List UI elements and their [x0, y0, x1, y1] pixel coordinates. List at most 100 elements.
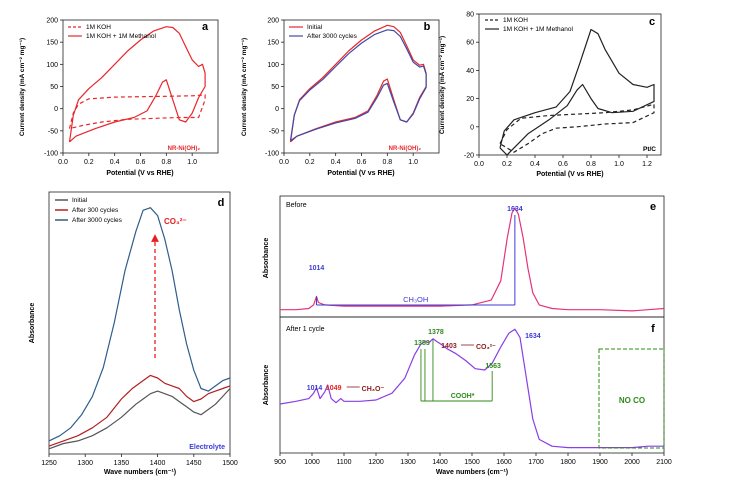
panel-d-ylabel: Absorbance [29, 303, 36, 344]
panel-d-xtick-label: 1500 [222, 460, 238, 467]
panel-f-xtick-label: 1200 [368, 459, 384, 466]
panel-c-xtick-label: 0.0 [474, 161, 484, 168]
panel-c-series-1-line [499, 103, 655, 153]
panel-b-xtick-label: 1.0 [408, 159, 418, 166]
panel-f-no-co-box [598, 348, 665, 449]
panel-d-ticks: 1250 1300 1350 1400 1450 1500 [41, 454, 238, 467]
panel-c-ytick-label: -20 [464, 153, 474, 160]
panel-c-plot [499, 28, 655, 156]
panel-e-plot [280, 207, 665, 312]
panel-c-label: c [649, 16, 655, 28]
panel-b-ylabel: Current density (mA cm⁻² mg⁻¹) [241, 38, 248, 136]
panel-b-ytick-label: 50 [271, 84, 279, 91]
panel-a-ylabel: Current density (mA cm⁻² mg⁻¹) [19, 38, 26, 136]
panel-f-plot [279, 328, 664, 449]
panel-c-ytick-label: 20 [466, 96, 474, 103]
panel-b-legend-2: After 3000 cycles [307, 33, 358, 40]
panel-e-label: e [650, 201, 656, 213]
panel-d-plot [48, 207, 231, 450]
panel-a-series-1-line [68, 94, 206, 130]
panel-d-series-2-line [48, 374, 231, 447]
panel-f-xtick-label: 1500 [464, 459, 480, 466]
panel-b-ytick-label: 100 [267, 62, 279, 69]
panel-b-xtick-label: 0.6 [357, 159, 367, 166]
panel-d-xtick-label: 1400 [150, 460, 166, 467]
panel-d-xtick-label: 1300 [77, 460, 93, 467]
panel-c: 0.0 0.2 0.4 0.6 0.8 1.0 1.2 -20 0 20 40 60 80 c Pt/C… [439, 12, 662, 178]
panel-f-series-1-line [279, 328, 664, 449]
panel-f-xtick-label: 1300 [400, 459, 416, 466]
panel-f-peak-label: 1353 [414, 340, 430, 347]
panel-f-ticks: 900 1000 1100 1200 1300 1400 1500 1600 1700 1800 1… [274, 453, 672, 466]
panel-f-xtick-label: 900 [274, 459, 286, 466]
panel-d-label: d [218, 197, 225, 209]
panel-c-annotation: Pt/C [643, 146, 656, 153]
panel-c-ytick-label: 40 [466, 68, 474, 75]
panel-f-peak-label: 1378 [428, 329, 444, 336]
panel-c-xtick-label: 0.8 [586, 161, 596, 168]
panel-f-xtick-label: 1900 [592, 459, 608, 466]
panel-c-ytick-label: 0 [470, 124, 474, 131]
panel-a-xtick-label: 1.0 [187, 159, 197, 166]
panel-c-xtick-label: 1.0 [614, 161, 624, 168]
panel-a-xtick-label: 0.4 [110, 159, 120, 166]
panel-c-ytick-label: 60 [466, 40, 474, 47]
panel-e-ylabel: Absorbance [263, 238, 270, 279]
panel-f-xtick-label: 2000 [624, 459, 640, 466]
panel-c-xtick-label: 0.6 [558, 161, 568, 168]
panel-b-ytick-label: -100 [265, 151, 279, 158]
panel-f-peak-label: 1563 [485, 363, 501, 370]
panel-f-label: f [651, 323, 655, 335]
panel-d-legend-1: Initial [72, 197, 88, 204]
panel-f-peak-label: 1403 [441, 343, 457, 350]
panel-e-peak-label: 1014 [309, 265, 325, 272]
panel-a-xtick-label: 0.8 [161, 159, 171, 166]
panel-e-frame [279, 195, 665, 318]
panel-a-xtick-label: 0.6 [136, 159, 146, 166]
panel-a-ytick-label: 200 [46, 18, 58, 25]
panel-f-annotations: 1014 1049 CH₃O⁻ 1353 1378 1403 CO₃²⁻ 1563 1634 CO… [307, 329, 541, 402]
panel-f-no-co-label: NO CO [619, 396, 645, 405]
panel-f-xtick-label: 1100 [336, 459, 351, 466]
panel-f-xlabel: Wave numbers (cm⁻¹) [436, 469, 508, 476]
panel-d-legend-2: After 300 cycles [72, 207, 119, 214]
panel-c-xtick-label: 1.2 [642, 161, 652, 168]
panel-b-series-1-line [289, 24, 427, 143]
panel-e-series-1-line [280, 207, 665, 312]
panel-b-ytick-label: 200 [267, 18, 279, 25]
panel-e-bracket-label: CH₃OH [403, 295, 428, 304]
panel-f-xtick-label: 1700 [528, 459, 544, 466]
panel-d-co3-label: CO₃²⁻ [164, 217, 187, 226]
panel-f-title: After 1 cycle [286, 326, 325, 333]
panel-d-legend-3: After 3000 cycles [72, 217, 123, 224]
panel-e-title: Before [286, 202, 307, 209]
panel-a-ytick-label: 0 [54, 106, 58, 113]
panel-e-peak-label: 1634 [507, 206, 523, 213]
panel-d: 1250 1300 1350 1400 1450 1500 d Initial After… [29, 191, 238, 476]
panel-a-plot [68, 26, 206, 143]
panel-b-ytick-label: -50 [269, 128, 279, 135]
panel-a-legend-1: 1M KOH [86, 24, 111, 31]
panel-f-peak-label: 1014 [307, 385, 323, 392]
panel-f-xtick-label: 1000 [304, 459, 320, 466]
panel-b-annotation: NR-Ni(OH)₂ [389, 146, 422, 152]
panel-f: 900 1000 1100 1200 1300 1400 1500 1600 1700 1800 1… [263, 316, 672, 476]
panel-f-peak-label: 1634 [525, 333, 541, 340]
panel-f-xtick-label: 1600 [496, 459, 512, 466]
panel-c-ticks: 0.0 0.2 0.4 0.6 0.8 1.0 1.2 -20 0 20 40 60 80 [464, 12, 652, 169]
panel-f-species-label: COOH* [451, 393, 475, 400]
panel-b-xtick-label: 0.8 [382, 159, 392, 166]
panel-c-legend-2: 1M KOH + 1M Methanol [503, 26, 573, 33]
panel-b-xtick-label: 0.2 [305, 159, 315, 166]
panel-a-ytick-label: 50 [50, 84, 58, 91]
panel-a-ytick-label: 100 [46, 62, 58, 69]
panel-a-xtick-label: 0.0 [58, 159, 68, 166]
panel-a-xtick-label: 0.2 [84, 159, 94, 166]
panel-c-xtick-label: 0.4 [530, 161, 540, 168]
panel-a-series-2-line [68, 26, 206, 143]
panel-d-xtick-label: 1350 [114, 460, 130, 467]
panel-c-legend-1: 1M KOH [503, 17, 528, 24]
panel-c-xlabel: Potential (V vs RHE) [536, 171, 603, 178]
